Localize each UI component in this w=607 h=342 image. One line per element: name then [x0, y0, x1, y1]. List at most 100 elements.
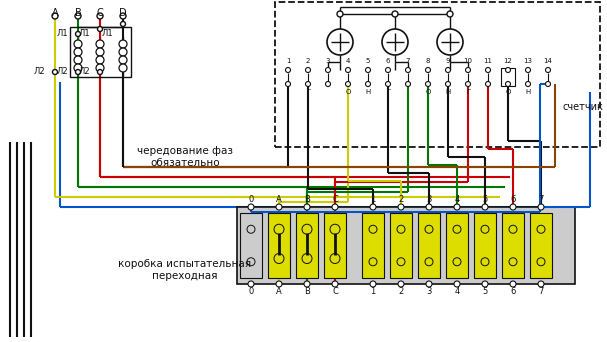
Circle shape — [97, 13, 103, 19]
Text: C: C — [97, 8, 103, 18]
Text: C: C — [332, 287, 338, 296]
Circle shape — [538, 281, 544, 287]
Circle shape — [486, 81, 490, 87]
Circle shape — [537, 258, 545, 266]
Circle shape — [398, 204, 404, 210]
Text: Н: Н — [526, 89, 531, 95]
Bar — [474, 213, 496, 278]
Circle shape — [247, 258, 255, 266]
Bar — [296, 213, 318, 278]
Text: 9: 9 — [446, 58, 450, 64]
Text: Г: Г — [306, 89, 310, 95]
Text: Н: Н — [365, 89, 371, 95]
Text: О: О — [505, 89, 510, 95]
Circle shape — [486, 67, 490, 73]
Text: 6: 6 — [510, 195, 516, 204]
Circle shape — [446, 81, 450, 87]
Text: 7: 7 — [538, 195, 544, 204]
Circle shape — [382, 29, 408, 55]
Circle shape — [506, 81, 510, 87]
Circle shape — [398, 281, 404, 287]
Circle shape — [345, 67, 350, 73]
Text: Л1: Л1 — [56, 29, 68, 39]
Bar — [324, 213, 346, 278]
Text: Л1: Л1 — [78, 29, 90, 39]
Circle shape — [121, 22, 126, 26]
Text: 14: 14 — [543, 58, 552, 64]
Circle shape — [509, 258, 517, 266]
Circle shape — [327, 29, 353, 55]
Circle shape — [305, 81, 311, 87]
Circle shape — [74, 48, 82, 56]
Circle shape — [119, 40, 127, 48]
Bar — [275, 2, 600, 147]
Circle shape — [405, 67, 410, 73]
Circle shape — [119, 56, 127, 64]
Text: О: О — [345, 89, 351, 95]
Text: 2: 2 — [306, 58, 310, 64]
Circle shape — [365, 67, 370, 73]
Text: 1: 1 — [286, 58, 290, 64]
Circle shape — [96, 56, 104, 64]
Circle shape — [481, 225, 489, 233]
Text: Л1: Л1 — [101, 29, 113, 39]
Circle shape — [345, 81, 350, 87]
Circle shape — [274, 253, 284, 263]
Text: 3: 3 — [426, 287, 432, 296]
Circle shape — [447, 11, 453, 17]
Text: Н: Н — [446, 89, 450, 95]
Circle shape — [98, 69, 103, 75]
Text: A: A — [276, 195, 282, 204]
Circle shape — [397, 225, 405, 233]
Text: 3: 3 — [326, 58, 330, 64]
Circle shape — [75, 31, 81, 37]
Circle shape — [481, 258, 489, 266]
Circle shape — [330, 224, 340, 234]
Circle shape — [120, 13, 126, 19]
Circle shape — [466, 67, 470, 73]
Circle shape — [276, 204, 282, 210]
Circle shape — [454, 281, 460, 287]
Text: 7: 7 — [538, 287, 544, 296]
Circle shape — [248, 281, 254, 287]
Bar — [70, 27, 131, 77]
Circle shape — [466, 81, 470, 87]
Bar — [237, 207, 575, 284]
Circle shape — [365, 81, 370, 87]
Circle shape — [510, 281, 516, 287]
Circle shape — [305, 67, 311, 73]
Bar — [362, 213, 384, 278]
Bar — [268, 213, 290, 278]
Circle shape — [510, 204, 516, 210]
Circle shape — [276, 281, 282, 287]
Circle shape — [425, 225, 433, 233]
Text: Г: Г — [466, 89, 470, 95]
Text: 12: 12 — [504, 58, 512, 64]
Circle shape — [285, 67, 291, 73]
Text: 2: 2 — [398, 195, 404, 204]
Circle shape — [437, 29, 463, 55]
Circle shape — [526, 81, 531, 87]
Circle shape — [405, 81, 410, 87]
Text: 7: 7 — [405, 58, 410, 64]
Circle shape — [426, 204, 432, 210]
Text: 4: 4 — [455, 287, 459, 296]
Circle shape — [325, 67, 330, 73]
Circle shape — [397, 258, 405, 266]
Circle shape — [74, 40, 82, 48]
Text: 11: 11 — [484, 58, 492, 64]
Circle shape — [426, 281, 432, 287]
Text: счетчик: счетчик — [562, 102, 603, 112]
Text: A: A — [52, 8, 58, 18]
Bar — [418, 213, 440, 278]
Circle shape — [385, 67, 390, 73]
Circle shape — [369, 258, 377, 266]
Circle shape — [96, 64, 104, 72]
Text: 5: 5 — [366, 58, 370, 64]
Text: 1: 1 — [370, 195, 376, 204]
Circle shape — [304, 281, 310, 287]
Circle shape — [304, 204, 310, 210]
Circle shape — [454, 204, 460, 210]
Circle shape — [119, 64, 127, 72]
Text: 5: 5 — [483, 287, 487, 296]
